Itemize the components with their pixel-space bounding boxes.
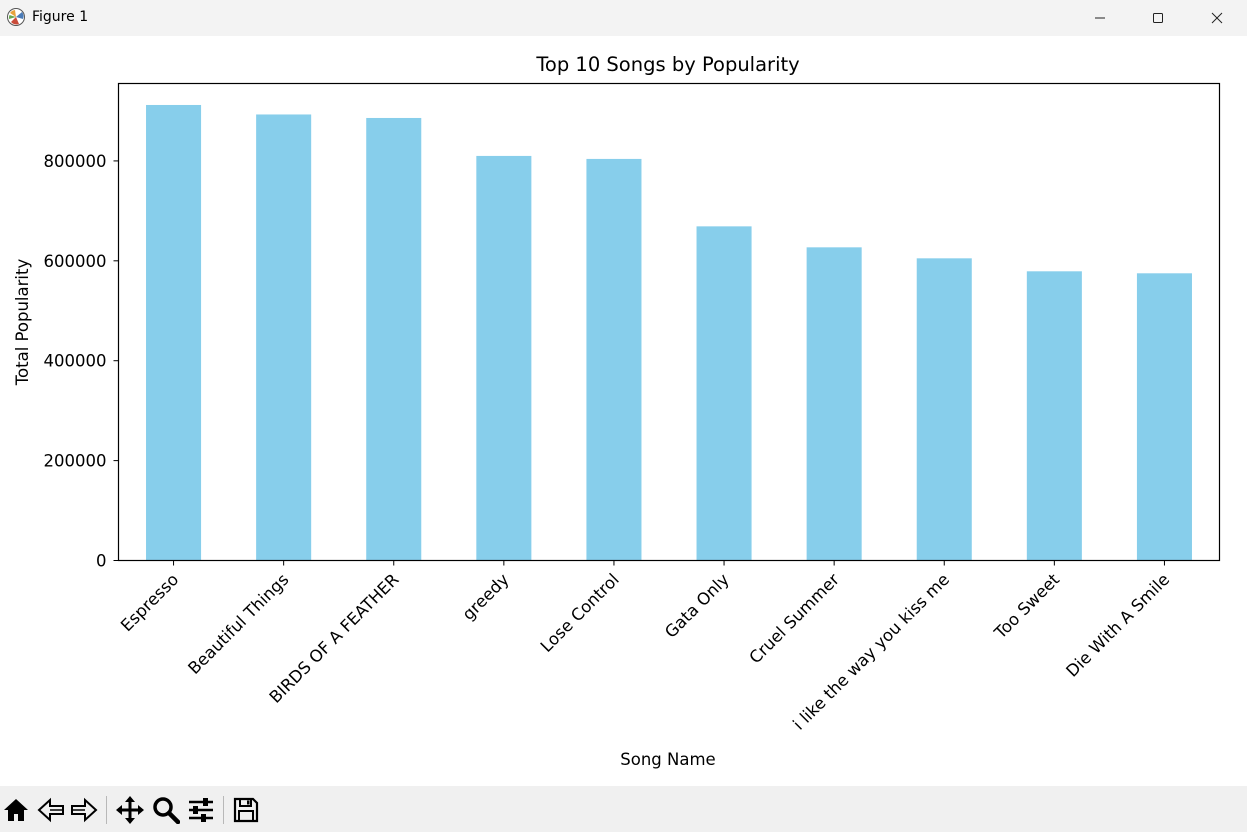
close-icon — [1211, 12, 1223, 24]
bar — [1026, 271, 1082, 561]
x-tick-label: BIRDS OF A FEATHER — [266, 570, 403, 707]
x-tick-label: Cruel Summer — [746, 570, 844, 668]
toolbar-separator — [223, 796, 224, 824]
close-button[interactable] — [1188, 0, 1246, 36]
figure-canvas: Top 10 Songs by Popularity 0 200000 400000… — [0, 36, 1247, 786]
x-tick-label: greedy — [459, 570, 513, 624]
pan-button[interactable] — [114, 794, 146, 826]
bar — [256, 114, 312, 561]
bar-chart: Top 10 Songs by Popularity 0 200000 400000… — [13, 53, 1221, 769]
minimize-button[interactable] — [1071, 0, 1129, 36]
maximize-icon — [1153, 13, 1163, 23]
save-button[interactable] — [230, 794, 262, 826]
bar — [916, 258, 972, 561]
y-axis-label: Total Popularity — [13, 259, 32, 387]
bars-group — [146, 104, 1192, 561]
forward-icon — [71, 797, 98, 823]
bar — [586, 158, 642, 561]
bar — [696, 226, 752, 561]
x-tick-label: Espresso — [117, 570, 182, 635]
bar — [1136, 273, 1192, 561]
x-tick-label: Too Sweet — [990, 570, 1064, 644]
bar — [366, 117, 422, 561]
zoom-icon — [153, 797, 180, 824]
y-tick-label: 400000 — [44, 352, 107, 371]
window-title: Figure 1 — [32, 9, 89, 25]
y-tick-label: 200000 — [44, 452, 107, 471]
zoom-button[interactable] — [150, 794, 182, 826]
x-tick-label: Die With A Smile — [1062, 570, 1173, 681]
home-button[interactable] — [0, 794, 32, 826]
bar — [806, 247, 862, 561]
y-axis-ticks: 0 200000 400000 600000 800000 — [44, 152, 119, 571]
x-tick-label: Beautiful Things — [184, 570, 292, 678]
y-tick-label: 800000 — [44, 152, 107, 171]
window-titlebar: Figure 1 — [0, 0, 1247, 36]
x-tick-label: Gata Only — [661, 570, 733, 642]
configure-subplots-icon — [189, 798, 213, 822]
configure-subplots-button[interactable] — [185, 794, 217, 826]
matplotlib-app-icon — [7, 8, 25, 26]
back-button[interactable] — [35, 794, 67, 826]
forward-button[interactable] — [68, 794, 100, 826]
chart-title: Top 10 Songs by Popularity — [535, 53, 799, 76]
y-tick-label: 0 — [96, 552, 107, 571]
plot-frame — [117, 82, 1221, 562]
back-icon — [37, 797, 64, 823]
toolbar-separator — [106, 796, 107, 824]
x-tick-label: Lose Control — [537, 570, 623, 656]
home-icon — [4, 799, 28, 821]
minimize-icon — [1095, 17, 1105, 19]
y-tick-label: 600000 — [44, 252, 107, 271]
bar — [146, 104, 202, 561]
navigation-toolbar — [0, 786, 1247, 832]
x-axis-label: Song Name — [620, 750, 715, 769]
pan-icon — [116, 796, 144, 824]
bar — [476, 155, 532, 561]
maximize-button[interactable] — [1129, 0, 1187, 36]
save-icon — [233, 797, 259, 823]
